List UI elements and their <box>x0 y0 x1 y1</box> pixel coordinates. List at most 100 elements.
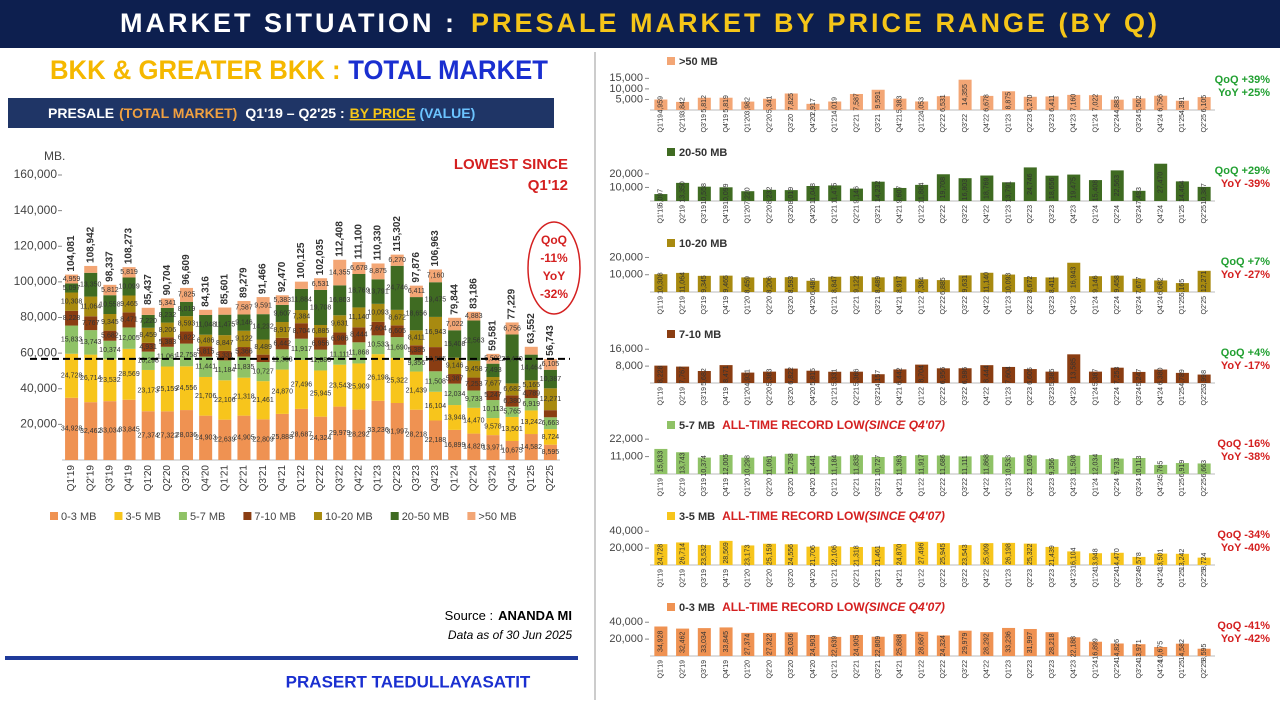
value-label: 23,532 <box>701 544 708 566</box>
chart-title: 7-10 MB <box>679 329 721 341</box>
x-tick-label: Q1'21 <box>832 569 839 588</box>
value-label: 7,022 <box>1092 94 1099 112</box>
x-tick-label: Q3'24 <box>488 465 499 492</box>
total-label: 83,186 <box>468 278 479 309</box>
x-tick-label: Q2'19 <box>679 569 686 588</box>
segment-label: 10,374 <box>99 347 121 354</box>
segment-label: 5,097 <box>63 285 81 292</box>
value-label: 10,675 <box>1158 641 1165 663</box>
value-label: 5,366 <box>853 368 860 386</box>
value-label: 13,242 <box>1179 549 1186 571</box>
value-label: 4,789 <box>1179 369 1186 387</box>
value-label: 5,385 <box>1049 368 1056 386</box>
y-tick-label: 10,000 <box>609 181 643 193</box>
segment-label: 6,822 <box>178 334 196 341</box>
x-tick-label: Q1'19 <box>658 387 665 406</box>
x-tick-label: Q4'20 <box>810 114 817 133</box>
segment-label: 9,465 <box>120 301 138 308</box>
legend-swatch <box>391 512 399 520</box>
value-label: 10,374 <box>701 455 708 477</box>
x-tick-label: Q2'22 <box>940 205 947 224</box>
x-tick-label: Q3'21 <box>258 465 269 492</box>
x-tick-label: Q2'23 <box>1027 478 1034 497</box>
value-label: 9,733 <box>1114 457 1121 475</box>
segment-label: 12,271 <box>540 396 562 403</box>
x-tick-label: Q1'24 <box>1092 569 1099 588</box>
segment-label: 11,111 <box>330 352 350 359</box>
x-tick-label: Q3'24 <box>1136 205 1143 224</box>
value-label: 13,350 <box>679 181 686 203</box>
segment-label: 7,604 <box>369 325 387 332</box>
segment-label: 11,441 <box>195 364 216 371</box>
segment-label: 9,578 <box>484 423 502 430</box>
y-tick-label: 40,000 <box>20 381 57 395</box>
x-tick-label: Q1'23 <box>373 465 384 492</box>
x-tick-label: Q3'24 <box>1136 569 1143 588</box>
value-label: 7,493 <box>1136 187 1143 205</box>
total-label: 59,581 <box>488 320 499 351</box>
legend-swatch <box>467 512 475 520</box>
value-label: 6,531 <box>940 94 947 112</box>
segment-label: 5,812 <box>101 287 119 294</box>
value-label: 4,019 <box>832 97 839 115</box>
x-tick-label: Q4'22 <box>984 660 991 679</box>
value-label: 24,728 <box>658 544 665 566</box>
segment-label: 5,383 <box>274 297 292 304</box>
x-tick-label: Q4'24 <box>1158 660 1165 679</box>
value-label: 8,232 <box>766 187 773 205</box>
x-tick-label: Q4'22 <box>984 205 991 224</box>
subtitle-part: Q1'19 – Q2'25 : <box>245 105 344 121</box>
legend-label: >50 MB <box>478 511 516 523</box>
x-tick-label: Q3'20 <box>788 478 795 497</box>
segment-label: 8,595 <box>542 449 560 456</box>
value-label: 25,909 <box>984 543 991 565</box>
x-tick-label: Q4'22 <box>984 296 991 315</box>
x-tick-label: Q4'23 <box>1071 478 1078 497</box>
segment-label: 14,232 <box>252 324 274 331</box>
total-label: 79,844 <box>449 284 460 315</box>
value-label: 24,556 <box>788 544 795 566</box>
y-tick-label: 22,000 <box>609 433 643 445</box>
value-label: 11,140 <box>984 272 991 293</box>
value-label: 6,380 <box>1158 367 1165 385</box>
value-label: 21,706 <box>810 545 817 567</box>
segment-label: 25,322 <box>386 377 408 384</box>
value-label: 14,826 <box>1114 639 1121 661</box>
x-tick-label: Q1'22 <box>918 114 925 133</box>
legend-swatch <box>179 512 187 520</box>
value-label: 21,439 <box>1049 545 1056 567</box>
value-label: 14,464 <box>1179 180 1186 202</box>
x-tick-label: Q3'22 <box>962 478 969 497</box>
change-summary: QoQ +7% <box>1221 256 1270 268</box>
x-tick-label: Q3'20 <box>181 465 192 492</box>
change-summary: YoY +25% <box>1218 87 1270 99</box>
segment-label: 11,690 <box>387 344 408 351</box>
segment-label: 6,442 <box>274 340 292 347</box>
x-tick-label: Q4'24 <box>1158 114 1165 133</box>
change-summary: QoQ -41% <box>1217 620 1270 632</box>
x-tick-label: Q1'24 <box>1092 296 1099 315</box>
x-tick-label: Q1'20 <box>745 569 752 588</box>
segment-label: 9,122 <box>235 336 253 343</box>
segment-label: 5,765 <box>503 409 521 416</box>
value-label: 8,724 <box>1201 552 1208 570</box>
value-label: 22,809 <box>875 636 882 658</box>
x-tick-label: Q4'19 <box>723 296 730 315</box>
segment-label: 9,458 <box>465 366 483 373</box>
segment-label: 11,868 <box>348 350 369 357</box>
segment-label: 7,022 <box>446 321 464 328</box>
value-label: 24,905 <box>853 635 860 657</box>
value-label: 15,833 <box>658 451 665 473</box>
value-label: 14,355 <box>962 84 969 106</box>
segment-label: 8,206 <box>159 327 177 334</box>
segment-label: 8,704 <box>293 328 311 335</box>
value-label: 18,769 <box>984 177 991 199</box>
segment-label: 6,486 <box>197 337 215 344</box>
x-tick-label: Q1'19 <box>658 296 665 315</box>
segment-label: 6,605 <box>388 328 406 335</box>
x-tick-label: Q2'22 <box>940 387 947 406</box>
x-tick-label: Q4'24 <box>1158 569 1165 588</box>
x-tick-label: Q4'19 <box>723 478 730 497</box>
note-since: (SINCE Q4'07) <box>865 509 945 523</box>
